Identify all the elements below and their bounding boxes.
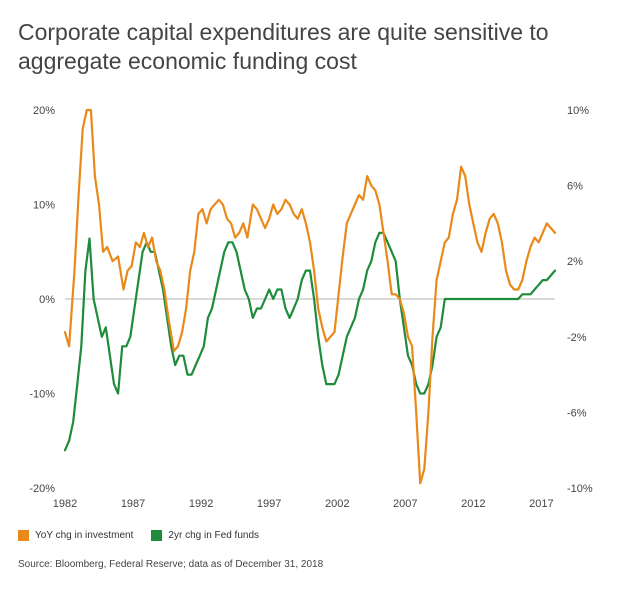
- right-tick-label: 10%: [567, 105, 589, 117]
- right-tick-label: -2%: [567, 332, 587, 344]
- left-tick-label: 20%: [33, 105, 55, 117]
- right-tick-label: -10%: [567, 483, 593, 495]
- legend-swatch-fed-funds: [151, 530, 163, 541]
- source-note: Source: Bloomberg, Federal Reserve; data…: [18, 559, 324, 570]
- left-tick-label: -20%: [29, 483, 55, 495]
- legend: YoY chg in investment 2yr chg in Fed fun…: [18, 530, 277, 541]
- chart: 20%10%0%-10%-20% 10%6%2%-2%-6%-10% 1982 1…: [29, 105, 593, 510]
- right-tick-label: 2%: [567, 256, 583, 268]
- legend-item-investment: YoY chg in investment: [18, 530, 133, 541]
- x-tick-label: 1992: [189, 498, 213, 510]
- left-tick-label: 10%: [33, 200, 55, 212]
- series-line-fed-funds: [63, 231, 557, 452]
- legend-label-fed-funds: 2yr chg in Fed funds: [168, 530, 260, 541]
- legend-label-investment: YoY chg in investment: [35, 530, 134, 541]
- series-layer: [63, 108, 557, 485]
- left-axis: 20% 10% 0% -10% -20%: [29, 105, 55, 495]
- chart-title: Corporate capital expenditures are quite…: [18, 19, 549, 74]
- x-axis: 1982 1987 1992 1997 2002 2007 2012 2017: [53, 498, 554, 510]
- series-line-investment: [63, 108, 557, 485]
- right-tick-label: -6%: [567, 407, 587, 419]
- x-tick-label: 2002: [325, 498, 349, 510]
- x-tick-label: 2017: [529, 498, 553, 510]
- left-tick-label: 0%: [39, 294, 55, 306]
- x-tick-label: 1982: [53, 498, 77, 510]
- right-axis: 10% 6% 2% -2% -6% -10%: [567, 105, 593, 495]
- x-tick-label: 1987: [121, 498, 145, 510]
- x-tick-label: 1997: [257, 498, 281, 510]
- legend-swatch-investment: [18, 530, 29, 541]
- x-tick-label: 2012: [461, 498, 485, 510]
- legend-item-fed-funds: 2yr chg in Fed funds: [151, 530, 259, 541]
- x-tick-label: 2007: [393, 498, 417, 510]
- left-tick-label: -10%: [29, 389, 55, 401]
- right-tick-label: 6%: [567, 181, 583, 193]
